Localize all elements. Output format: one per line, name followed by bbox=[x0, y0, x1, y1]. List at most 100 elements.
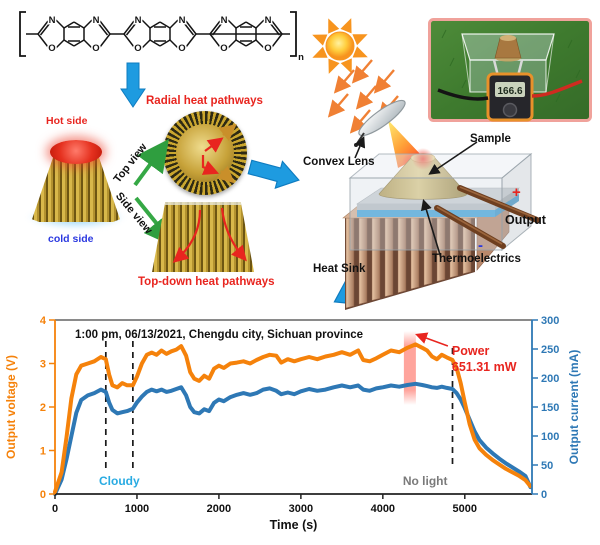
y-left-tick-label: 4 bbox=[40, 315, 47, 327]
benzene-bond bbox=[73, 39, 85, 47]
y-right-tick-label: 50 bbox=[541, 460, 553, 472]
y-right-tick-label: 150 bbox=[541, 402, 559, 414]
thermoelectrics-pointer bbox=[420, 198, 442, 259]
arrow-down-icon bbox=[120, 62, 146, 108]
y-left-axis-title: Output voltage (V) bbox=[4, 355, 18, 459]
radial-heat-label: Radial heat pathways bbox=[146, 95, 263, 107]
bond bbox=[255, 19, 265, 29]
bond bbox=[83, 39, 93, 49]
bond bbox=[271, 33, 283, 48]
outdoor-photo-inset: 166.6 bbox=[428, 18, 592, 122]
y-left-tick-label: 0 bbox=[40, 489, 46, 501]
bond bbox=[255, 39, 265, 49]
benzene-bond bbox=[245, 21, 257, 29]
bond bbox=[123, 20, 135, 35]
lens-pointer bbox=[354, 136, 366, 159]
benzene-bond bbox=[235, 39, 247, 47]
bond bbox=[185, 33, 197, 48]
photo-cone bbox=[494, 35, 522, 62]
series-output-voltage bbox=[53, 342, 533, 494]
y-right-tick-label: 300 bbox=[541, 315, 559, 327]
topdown-arrows bbox=[172, 207, 247, 263]
benzene-bond bbox=[63, 21, 75, 29]
atom-o: O bbox=[48, 43, 55, 54]
atom-n: N bbox=[135, 15, 142, 26]
atom-n: N bbox=[179, 15, 186, 26]
bond bbox=[83, 19, 93, 29]
benzene-bond bbox=[235, 21, 247, 29]
bond bbox=[39, 22, 51, 36]
teg-assembly bbox=[342, 136, 540, 310]
benzene-bond bbox=[159, 21, 171, 29]
polymer-structure: N O N O N O N O N O N On bbox=[19, 11, 304, 62]
bond bbox=[169, 19, 179, 29]
thermoelectrics-label: Thermoelectrics bbox=[432, 253, 521, 265]
cloudy-annotation: Cloudy bbox=[99, 474, 140, 488]
benzene-bond bbox=[73, 21, 85, 29]
atom-o: O bbox=[178, 43, 185, 54]
y-right-tick-label: 250 bbox=[541, 344, 559, 356]
sun-ray-icon bbox=[328, 18, 340, 34]
bond bbox=[269, 22, 281, 36]
sample-pointer bbox=[428, 141, 478, 175]
top-view-arrow bbox=[133, 138, 169, 187]
performance-chart: 0 1000 2000 3000 4000 5000 0 1 2 3 4 0 50 100 150 200 25… bbox=[4, 315, 581, 532]
bond bbox=[169, 39, 179, 49]
sun-ray-icon bbox=[352, 34, 368, 46]
bond bbox=[141, 39, 151, 49]
benzene-bond bbox=[63, 39, 75, 47]
bond bbox=[211, 22, 223, 36]
bond bbox=[55, 19, 65, 29]
topdown-arrow bbox=[172, 209, 202, 263]
y-right-tick-label: 0 bbox=[541, 489, 547, 501]
bond bbox=[227, 19, 237, 29]
series-output-current bbox=[53, 381, 533, 496]
x-tick-label: 2000 bbox=[207, 503, 231, 515]
bracket-right bbox=[290, 11, 297, 57]
convex-lens-label: Convex Lens bbox=[303, 156, 375, 168]
x-tick-label: 3000 bbox=[289, 503, 313, 515]
bond bbox=[271, 20, 283, 35]
sun-ray-icon bbox=[352, 46, 368, 58]
bond bbox=[123, 33, 135, 48]
minus-label: - bbox=[478, 237, 483, 254]
bond bbox=[227, 39, 237, 49]
bond bbox=[125, 22, 137, 36]
benzene-bond bbox=[149, 39, 161, 47]
topdown-heat-label: Top-down heat pathways bbox=[138, 276, 275, 288]
atom-n: N bbox=[93, 15, 100, 26]
x-axis-title: Time (s) bbox=[270, 518, 318, 532]
sun-ray-icon bbox=[340, 18, 352, 34]
atom-o: O bbox=[134, 43, 141, 54]
bond bbox=[55, 39, 65, 49]
power-highlight-band bbox=[403, 331, 416, 405]
sun-ray-icon bbox=[312, 46, 328, 58]
x-tick-label: 0 bbox=[52, 503, 58, 515]
y-right-tick-label: 100 bbox=[541, 431, 559, 443]
x-tick-label: 4000 bbox=[371, 503, 395, 515]
y-left-tick-label: 2 bbox=[40, 402, 46, 414]
atom-n: N bbox=[265, 15, 272, 26]
output-wires bbox=[434, 185, 540, 249]
sun-icon bbox=[312, 18, 368, 74]
sun-ray-icon bbox=[340, 58, 352, 74]
x-tick-label: 1000 bbox=[125, 503, 149, 515]
sample-label: Sample bbox=[470, 133, 511, 145]
y-left-tick-label: 1 bbox=[40, 446, 46, 458]
bond bbox=[37, 33, 49, 48]
cone-device-view: Hot side cold side bbox=[24, 112, 128, 254]
benzene-bond bbox=[245, 39, 257, 47]
lens-ellipse bbox=[358, 99, 406, 137]
bond bbox=[209, 20, 221, 35]
bond bbox=[141, 19, 151, 29]
y-right-axis-title: Output current (mA) bbox=[567, 350, 581, 465]
benzene-bond bbox=[149, 21, 161, 29]
chart-title: 1:00 pm, 06/13/2021, Chengdu city, Sichu… bbox=[75, 329, 363, 341]
sun-ray-icon bbox=[312, 34, 328, 46]
bond bbox=[209, 33, 221, 48]
red-probe-wire bbox=[531, 79, 583, 98]
bond bbox=[185, 20, 197, 35]
radial-arrows bbox=[201, 124, 237, 184]
sun-ray-icon bbox=[328, 58, 340, 74]
